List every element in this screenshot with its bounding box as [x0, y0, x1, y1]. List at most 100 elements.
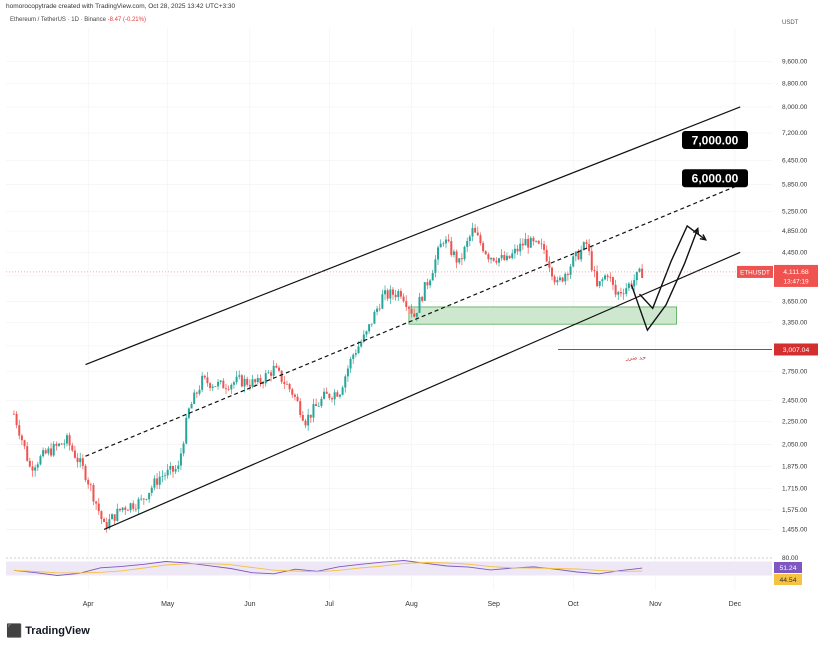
- candle-body: [598, 281, 601, 287]
- candle-body: [68, 435, 71, 446]
- candle-body: [232, 382, 235, 385]
- candle-body: [434, 259, 437, 273]
- projected-arrowhead: [699, 234, 708, 241]
- candle-body: [206, 377, 209, 384]
- annotation-labels: 7,000.00 6,000.00 حد ضرر 3,007.04 ETHUSDT 4,1…: [6, 131, 818, 361]
- brand-name: TradingView: [25, 625, 90, 637]
- candle-body: [31, 466, 34, 471]
- candle-body: [20, 435, 23, 441]
- candle-body: [201, 375, 204, 390]
- price-tick-label: 8,000.00: [782, 104, 808, 111]
- time-tick-label: Jul: [325, 601, 334, 608]
- candle-body: [312, 404, 315, 418]
- time-tick-label: Sep: [487, 601, 500, 608]
- candle-body: [368, 324, 371, 332]
- candle-body: [55, 443, 58, 446]
- candle-body: [34, 467, 37, 471]
- candle-body: [111, 514, 114, 520]
- time-tick-label: Apr: [83, 601, 95, 608]
- candle-body: [365, 331, 368, 335]
- candle-body: [18, 425, 21, 436]
- price-tick-label: 2,050.00: [782, 441, 808, 448]
- price-tick-label: 5,850.00: [782, 182, 808, 189]
- candle-body: [490, 257, 493, 260]
- candle-body: [58, 443, 61, 446]
- candle-body: [596, 271, 599, 287]
- candle-body: [291, 389, 294, 395]
- price-tick-label: 5,250.00: [782, 208, 808, 215]
- candle-body: [81, 458, 84, 466]
- candle-body: [164, 475, 167, 477]
- candle-body: [405, 301, 408, 308]
- projected-path: [638, 224, 707, 310]
- countdown-label: 13:47:19: [783, 278, 809, 285]
- candle-body: [484, 251, 487, 255]
- candle-body: [590, 251, 593, 271]
- candle-body: [124, 507, 127, 510]
- candle-body: [564, 273, 567, 282]
- target-label-box: [682, 131, 748, 150]
- candle-body: [627, 283, 630, 289]
- candle-body: [439, 243, 442, 248]
- projected-path-layer: [630, 224, 708, 332]
- candle-body: [460, 258, 463, 260]
- candle-body: [354, 353, 357, 355]
- symbol-name: Ethereum / TetherUS · 1D · Binance: [10, 17, 106, 23]
- candle-body: [63, 443, 66, 445]
- candle-body: [622, 293, 625, 295]
- candle-body: [198, 389, 201, 394]
- candle-body: [394, 294, 397, 298]
- candle-body: [283, 381, 286, 384]
- candle-body: [296, 396, 299, 402]
- candle-body: [331, 398, 334, 400]
- candle-body: [156, 478, 159, 485]
- candle-body: [397, 291, 400, 298]
- candle-body: [386, 290, 389, 299]
- candle-body: [410, 308, 413, 314]
- candle-body: [344, 376, 347, 388]
- rsi-ma-value-label: 44.54: [779, 577, 796, 584]
- candle-body: [28, 460, 31, 467]
- rsi-panel: 80.00 51.24 44.54: [6, 555, 802, 585]
- currency-label: USDT: [782, 20, 799, 26]
- candle-body: [182, 443, 185, 454]
- candle-body: [44, 450, 47, 454]
- candle-body: [606, 275, 609, 278]
- candle-body: [118, 508, 121, 511]
- candle-body: [140, 498, 143, 500]
- candle-body: [389, 289, 392, 299]
- candle-body: [346, 368, 349, 377]
- candle-body: [134, 508, 137, 510]
- candle-body: [280, 370, 283, 382]
- candle-body: [121, 507, 124, 511]
- candle-body: [558, 277, 561, 281]
- candle-body: [444, 239, 447, 244]
- candle-body: [26, 446, 29, 461]
- candle-body: [307, 414, 310, 426]
- candle-body: [89, 484, 92, 486]
- candle-body: [617, 291, 620, 295]
- candle-body: [447, 239, 450, 242]
- candle-body: [153, 478, 156, 488]
- candle-body: [177, 465, 180, 470]
- candle-body: [325, 391, 328, 394]
- candle-body: [450, 241, 453, 255]
- candle-body: [415, 312, 418, 317]
- candle-body: [638, 268, 641, 272]
- candle-body: [474, 227, 477, 233]
- candle-body: [12, 413, 15, 415]
- price-tick-label: 3,350.00: [782, 320, 808, 327]
- candle-body: [224, 388, 227, 390]
- candle-body: [543, 244, 546, 250]
- price-change: -8.47 (-0.21%): [107, 17, 146, 23]
- tradingview-logo[interactable]: ⬛ TradingView: [6, 623, 90, 639]
- candle-body: [519, 243, 522, 252]
- symbol-line[interactable]: Ethereum / TetherUS · 1D · Binance -8.47…: [10, 17, 146, 23]
- price-tick-label: 4,450.00: [782, 249, 808, 256]
- time-tick-label: May: [161, 601, 175, 608]
- time-tick-label: Jun: [244, 601, 255, 608]
- candle-body: [195, 392, 198, 394]
- candle-body: [373, 311, 376, 324]
- stop-price-box: [774, 343, 818, 356]
